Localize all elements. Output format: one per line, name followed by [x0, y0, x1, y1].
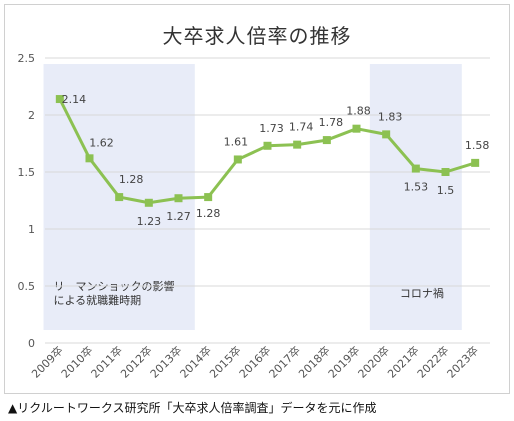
data-label: 1.28 — [119, 173, 144, 186]
data-point — [144, 198, 153, 207]
x-tick-label: 2022卒 — [414, 343, 451, 380]
x-tick-label: 2019卒 — [325, 343, 362, 380]
data-label: 1.58 — [465, 139, 490, 152]
data-point — [204, 193, 213, 202]
data-points — [55, 95, 480, 207]
data-label: 1.27 — [166, 210, 191, 223]
data-label: 1.23 — [137, 215, 162, 228]
x-tick-label: 2013卒 — [147, 343, 184, 380]
data-label: 1.88 — [346, 105, 371, 118]
y-tick-label: 0 — [28, 337, 35, 350]
x-tick-label: 2012卒 — [117, 343, 154, 380]
x-tick-label: 2021卒 — [384, 343, 421, 380]
data-point — [441, 168, 450, 176]
y-tick-label: 1 — [28, 223, 35, 236]
data-label: 2.14 — [62, 93, 87, 106]
data-label: 1.5 — [437, 184, 455, 197]
data-label: 1.53 — [404, 181, 429, 194]
data-labels: 2.14 1.62 1.28 1.23 1.27 1.28 1.61 1.73 1.74 1.78… — [62, 93, 490, 228]
x-tick-label: 2011卒 — [88, 343, 125, 380]
x-tick-label: 2014卒 — [177, 343, 214, 380]
x-tick-label: 2020卒 — [355, 343, 392, 380]
y-tick-label: 2.5 — [18, 52, 36, 65]
y-tick-label: 2 — [28, 109, 35, 122]
data-point — [233, 155, 242, 164]
data-point — [174, 194, 183, 203]
data-label: 1.74 — [289, 121, 314, 134]
x-tick-label: 2015卒 — [206, 343, 243, 380]
shaded-period-label: コロナ禍 — [400, 286, 444, 300]
data-point — [411, 164, 420, 173]
data-point — [471, 158, 480, 167]
y-tick-label: 1.5 — [18, 166, 36, 179]
source-note: ▲リクルートワークス研究所「大卒求人倍率調査」データを元に作成 — [8, 401, 377, 415]
data-label: 1.28 — [196, 207, 221, 220]
x-tick-label: 2017卒 — [266, 343, 303, 380]
x-tick-label: 2016卒 — [236, 343, 273, 380]
shaded-period-label: による就職難時期 — [54, 293, 142, 307]
data-point — [382, 130, 391, 139]
x-axis-ticks: 2009卒2010卒2011卒2012卒2013卒2014卒2015卒2016卒… — [28, 343, 481, 380]
x-tick-label: 2023卒 — [444, 343, 481, 380]
data-point — [293, 140, 302, 149]
y-axis-ticks: 0 0.5 1 1.5 2 2.5 — [18, 52, 36, 350]
data-label: 1.83 — [378, 110, 403, 123]
data-label: 1.61 — [224, 135, 249, 148]
data-point — [263, 141, 272, 150]
x-tick-label: 2010卒 — [58, 343, 95, 380]
x-tick-label: 2018卒 — [295, 343, 332, 380]
data-point — [352, 124, 361, 133]
data-label: 1.73 — [259, 122, 284, 135]
data-point — [55, 95, 64, 104]
y-tick-label: 0.5 — [18, 280, 36, 293]
data-label: 1.78 — [319, 116, 344, 129]
data-label: 1.62 — [89, 136, 114, 149]
chart-title: 大卒求人倍率の推移 — [162, 24, 352, 48]
data-point — [115, 193, 124, 202]
data-point — [322, 136, 331, 145]
data-point — [85, 154, 94, 163]
